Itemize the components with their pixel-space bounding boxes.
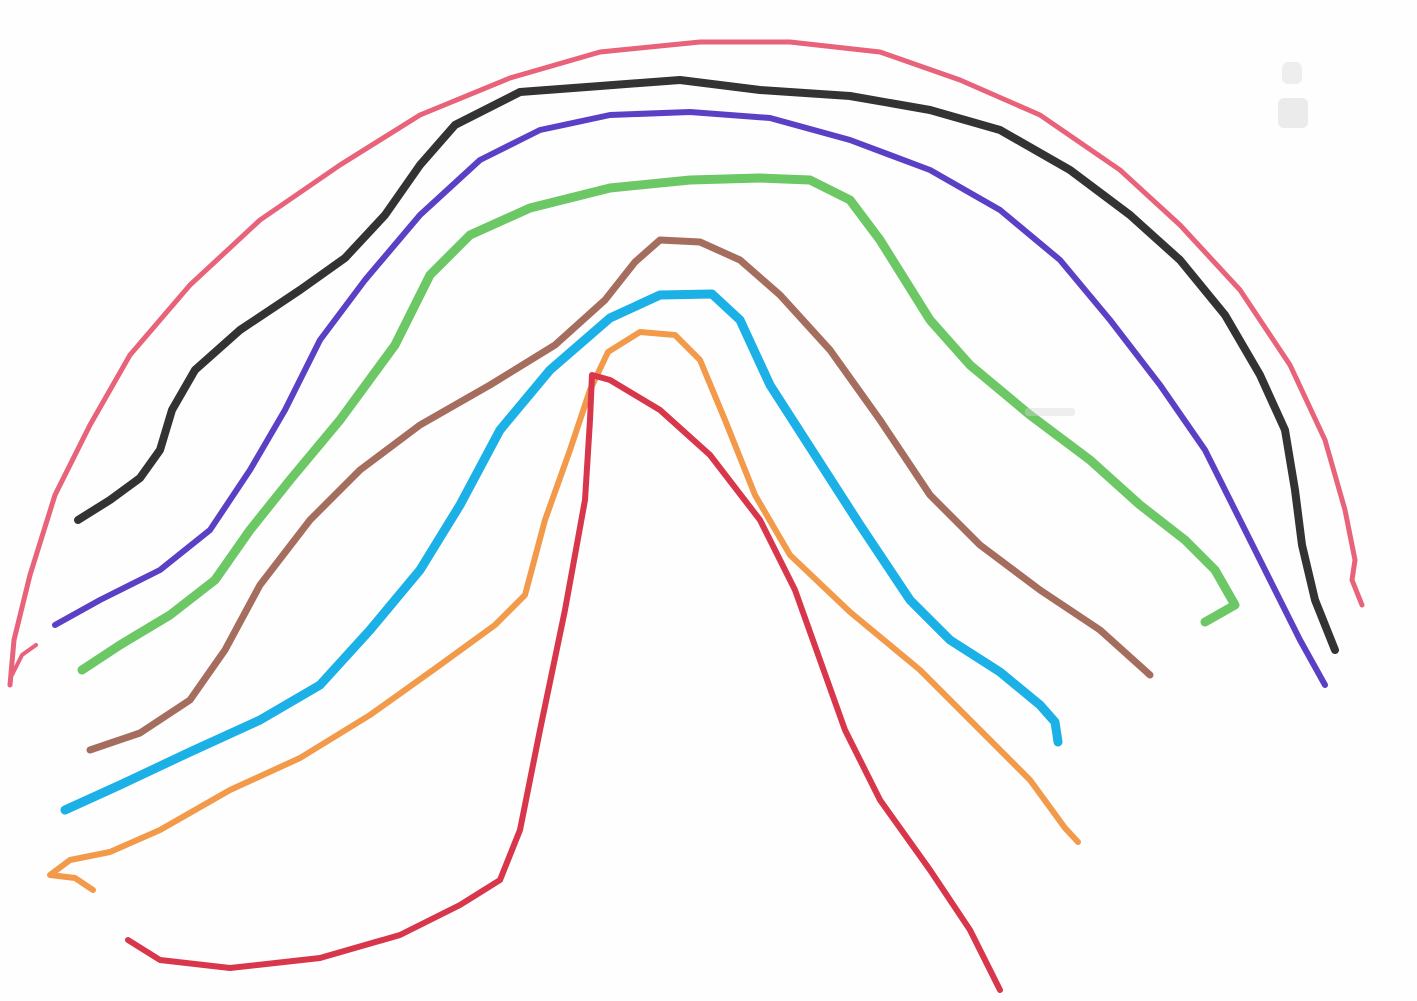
brown-stroke [86,236,1154,754]
cyan-stroke [60,289,1063,815]
black-stroke [74,76,1339,654]
green-stroke [77,173,1240,675]
pink-stroke [7,39,1365,688]
orange-stroke [47,329,1081,893]
pink-stroke-tail [10,643,38,677]
smudge [1278,98,1308,128]
red-stroke [125,372,1003,993]
purple-stroke [52,109,1328,688]
smudge [1025,408,1075,416]
smudge [1282,62,1302,84]
faint-marks [1025,62,1308,416]
